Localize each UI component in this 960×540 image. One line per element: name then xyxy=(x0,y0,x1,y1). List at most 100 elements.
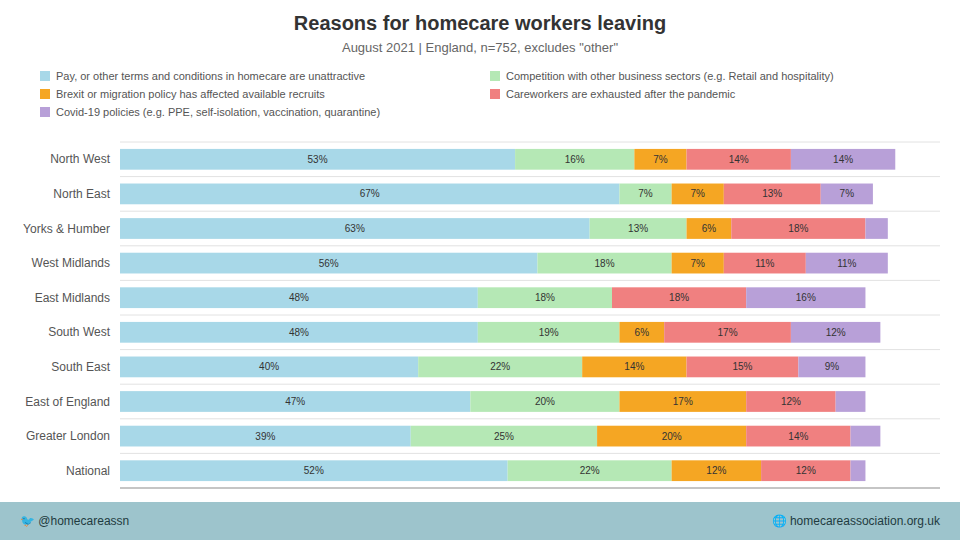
row-separator xyxy=(120,384,940,385)
bar-segment xyxy=(865,218,887,239)
data-label: 12% xyxy=(706,465,726,476)
y-tick-label: West Midlands xyxy=(32,256,110,270)
data-label: 11% xyxy=(837,258,856,269)
y-tick-label: East of England xyxy=(25,395,110,409)
bar-segment xyxy=(470,391,619,412)
annotation: 🐦 @homecareassn xyxy=(20,514,129,528)
data-label: 12% xyxy=(796,465,816,476)
bar-segment xyxy=(515,149,634,170)
row-separator xyxy=(120,211,940,212)
row-separator xyxy=(120,280,940,281)
data-label: 17% xyxy=(673,396,693,407)
data-label: 17% xyxy=(718,327,738,338)
legend-swatch xyxy=(490,71,500,81)
data-label: 12% xyxy=(781,396,801,407)
bar-segment xyxy=(612,287,746,308)
data-label: 13% xyxy=(628,223,648,234)
data-label: 25% xyxy=(494,431,514,442)
data-label: 52% xyxy=(304,465,324,476)
series xyxy=(746,149,895,481)
legend-swatch xyxy=(40,107,50,117)
legend-swatch xyxy=(490,89,500,99)
x-axis-line xyxy=(120,488,940,489)
data-label: 53% xyxy=(308,154,328,165)
annotation: 🌐 homecareassociation.org.uk xyxy=(772,514,941,528)
data-label: 18% xyxy=(669,292,689,303)
bars xyxy=(120,149,895,481)
legend-swatch xyxy=(40,71,50,81)
y-tick-label: South West xyxy=(48,325,110,339)
row-separator xyxy=(120,349,940,350)
data-label: 12% xyxy=(826,327,846,338)
data-labels: 53%67%63%56%48%48%40%47%39%52%16%7%13%18… xyxy=(255,154,856,476)
data-label: 39% xyxy=(255,431,275,442)
row-separator xyxy=(120,315,940,316)
footer: 🐦 @homecareassn 🌐 homecareassociation.org… xyxy=(0,502,960,540)
data-label: 63% xyxy=(345,223,365,234)
bar-segment xyxy=(836,391,866,412)
row-separator xyxy=(120,245,940,246)
bar-segment xyxy=(590,218,687,239)
bar-segment xyxy=(806,253,888,274)
legend-entry: Covid-19 policies (e.g. PPE, self-isolat… xyxy=(56,106,380,118)
y-tick-label: Yorks & Humber xyxy=(23,222,110,236)
bar-segment xyxy=(724,184,821,205)
legend-swatch xyxy=(40,89,50,99)
bar-segment xyxy=(120,287,478,308)
data-label: 14% xyxy=(788,431,808,442)
data-label: 18% xyxy=(595,258,615,269)
bar-segment xyxy=(582,357,686,378)
bar-segment xyxy=(672,184,724,205)
bar-segment xyxy=(746,287,865,308)
bar-segment xyxy=(851,460,866,481)
data-label: 22% xyxy=(490,361,510,372)
bar-segment xyxy=(478,287,612,308)
bar-segment xyxy=(120,460,508,481)
bar-segment xyxy=(120,426,411,447)
title: Reasons for homecare workers leaving xyxy=(294,12,666,34)
bar-segment xyxy=(597,426,746,447)
data-label: 67% xyxy=(360,188,380,199)
y-tick-label: National xyxy=(66,464,110,478)
data-label: 7% xyxy=(691,188,706,199)
legend-entry: Brexit or migration policy has affected … xyxy=(56,88,325,100)
data-label: 14% xyxy=(624,361,644,372)
bar-segment xyxy=(619,184,671,205)
footer-band xyxy=(0,502,960,540)
data-label: 18% xyxy=(788,223,808,234)
row-separator xyxy=(120,418,940,419)
subtitle: August 2021 | England, n=752, excludes "… xyxy=(342,40,618,55)
bar-segment xyxy=(687,149,791,170)
bar-segment xyxy=(120,322,478,343)
data-label: 47% xyxy=(285,396,305,407)
bar-segment xyxy=(634,149,686,170)
bar-segment xyxy=(821,184,873,205)
row-separator xyxy=(120,142,940,143)
bar-segment xyxy=(761,460,850,481)
row-separator xyxy=(120,488,940,489)
bar-segment xyxy=(120,253,537,274)
bar-segment xyxy=(746,426,850,447)
y-tick-label: Greater London xyxy=(26,429,110,443)
y-tick-label: North East xyxy=(53,187,110,201)
bar-segment xyxy=(851,426,881,447)
bar-segment xyxy=(411,426,597,447)
data-label: 20% xyxy=(662,431,682,442)
data-label: 6% xyxy=(702,223,717,234)
legend-entry: Pay, or other terms and conditions in ho… xyxy=(56,70,365,82)
bar-segment xyxy=(672,253,724,274)
row-separator xyxy=(120,176,940,177)
data-label: 11% xyxy=(755,258,774,269)
bar-segment xyxy=(537,253,671,274)
data-label: 7% xyxy=(653,154,668,165)
data-label: 6% xyxy=(635,327,650,338)
data-label: 7% xyxy=(638,188,653,199)
series xyxy=(120,149,619,481)
bar-segment xyxy=(746,391,835,412)
legend-entry: Competition with other business sectors … xyxy=(506,70,834,82)
data-label: 9% xyxy=(825,361,840,372)
row-separator xyxy=(120,453,940,454)
data-label: 15% xyxy=(732,361,752,372)
bar-segment xyxy=(791,322,880,343)
bar-segment xyxy=(478,322,620,343)
